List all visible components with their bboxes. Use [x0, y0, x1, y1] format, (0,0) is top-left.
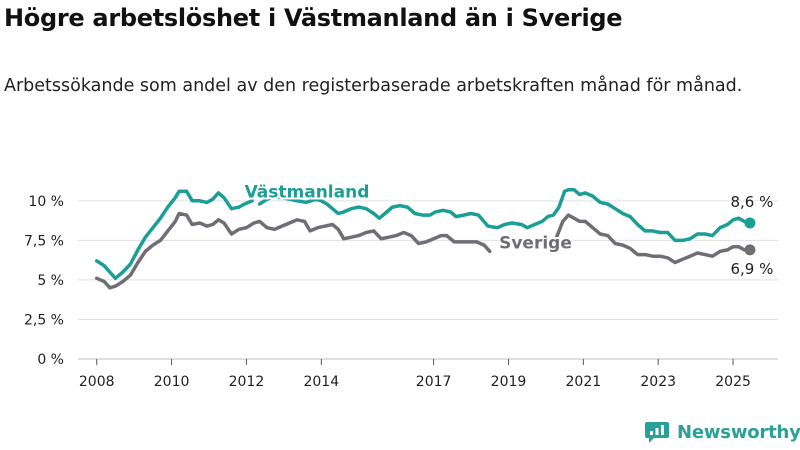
- y-axis: 0 % 2,5 % 5 % 7,5 % 10 %: [24, 194, 64, 368]
- series-labels: Västmanland 8,6 % Sverige 6,9 %: [243, 181, 774, 278]
- series-line-v-stmanland-0: [94, 189, 254, 281]
- chart-title: Högre arbetslöshet i Västmanland än i Sv…: [4, 4, 623, 32]
- x-tick-label-1: 2010: [154, 374, 190, 390]
- y-tick-label-4: 10 %: [28, 194, 64, 210]
- x-tick-label-3: 2014: [303, 374, 339, 390]
- series-line-sverige-1: [553, 213, 752, 265]
- x-axis: 2008 2010 2012 2014 2017 2019 2021 2023 2025: [79, 359, 751, 390]
- x-tick-label-0: 2008: [79, 374, 115, 390]
- x-tick-label-7: 2023: [640, 374, 676, 390]
- end-label-v-stmanland: 8,6 %: [730, 193, 773, 211]
- newsworthy-logo-icon: [645, 422, 669, 443]
- y-tick-label-0: 0 %: [37, 352, 64, 368]
- y-tick-label-2: 5 %: [37, 273, 64, 289]
- series-line-v-stmanland-1: [257, 187, 752, 243]
- brand-name: Newsworthy: [677, 421, 800, 443]
- x-tick-label-2: 2012: [229, 374, 265, 390]
- series-label-v-stmanland: Västmanland: [245, 183, 370, 203]
- x-tick-label-4: 2017: [416, 374, 452, 390]
- end-point-sverige: [744, 244, 756, 256]
- brand-logo: Newsworthy: [644, 420, 800, 444]
- y-tick-label-3: 7,5 %: [24, 233, 64, 249]
- x-tick-label-5: 2019: [491, 374, 527, 390]
- y-tick-label-1: 2,5 %: [24, 312, 64, 328]
- series-line-sverige-0: [94, 211, 492, 290]
- x-tick-label-6: 2021: [566, 374, 602, 390]
- series-label-sverige: Sverige: [499, 233, 572, 253]
- series-lines: [94, 187, 756, 290]
- end-label-sverige: 6,9 %: [730, 260, 773, 278]
- chart-subtitle: Arbetssökande som andel av den registerb…: [4, 76, 743, 96]
- grid-lines: [78, 200, 778, 360]
- end-point-v-stmanland: [744, 217, 756, 229]
- x-tick-label-8: 2025: [715, 374, 751, 390]
